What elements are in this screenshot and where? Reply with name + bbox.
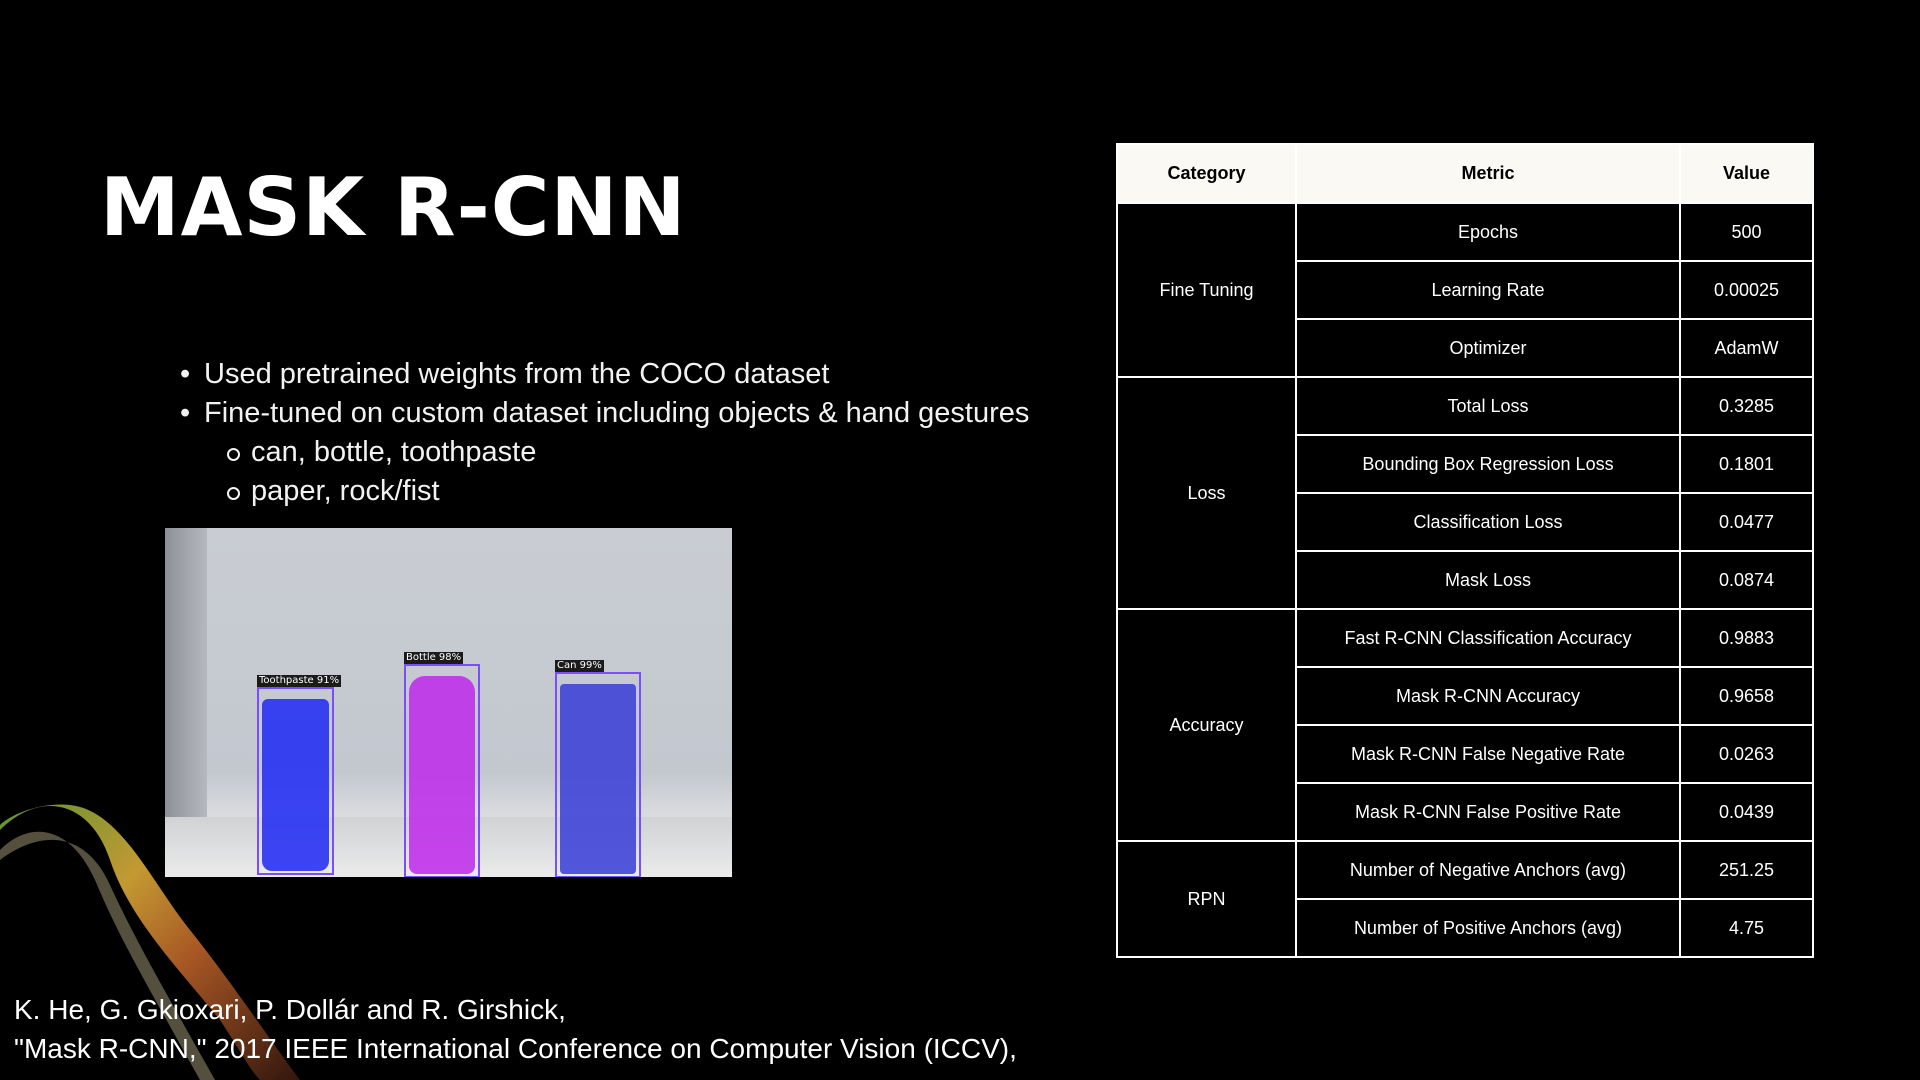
detection-result-image: Toothpaste 91% Bottle 98% Can 99%: [165, 528, 732, 877]
detection-label: Can 99%: [555, 660, 604, 672]
metric-cell: Total Loss: [1295, 376, 1681, 436]
citation-line-1: K. He, G. Gkioxari, P. Dollár and R. Gir…: [14, 994, 566, 1025]
citation: K. He, G. Gkioxari, P. Dollár and R. Gir…: [14, 990, 1017, 1068]
metric-cell: Learning Rate: [1295, 260, 1681, 320]
metric-cell: Fast R-CNN Classification Accuracy: [1295, 608, 1681, 668]
metric-cell: Number of Positive Anchors (avg): [1295, 898, 1681, 958]
metrics-table: Category Metric Value Fine Tuning Epochs…: [1116, 143, 1814, 958]
toothpaste-detection-box: Toothpaste 91%: [257, 675, 342, 875]
value-cell: 500: [1679, 202, 1814, 262]
value-cell: 0.0874: [1679, 550, 1814, 610]
toothpaste-mask: [262, 699, 329, 871]
table-row: Classification Loss 0.0477: [1117, 492, 1814, 552]
value-cell: 0.0439: [1679, 782, 1814, 842]
header-value: Value: [1679, 143, 1814, 204]
value-cell: 0.3285: [1679, 376, 1814, 436]
value-cell: 0.0477: [1679, 492, 1814, 552]
can-detection-box: Can 99%: [555, 660, 641, 877]
header-category: Category: [1116, 143, 1297, 204]
sub-bullet-item: paper, rock/fist: [227, 472, 1040, 511]
table-row: RPN Number of Negative Anchors (avg) 251…: [1116, 840, 1814, 958]
table-row: Optimizer AdamW: [1117, 318, 1814, 378]
metric-cell: Classification Loss: [1295, 492, 1681, 552]
metric-cell: Mask R-CNN False Negative Rate: [1295, 724, 1681, 784]
table-row: Mask R-CNN False Negative Rate 0.0263: [1117, 724, 1814, 784]
value-cell: 0.9883: [1679, 608, 1814, 668]
metric-cell: Epochs: [1295, 202, 1681, 262]
metric-cell: Optimizer: [1295, 318, 1681, 378]
table-row: Learning Rate 0.00025: [1117, 260, 1814, 320]
table-row: Loss Total Loss 0.3285: [1116, 376, 1814, 610]
sub-bullet-item: can, bottle, toothpaste: [227, 433, 1040, 472]
value-cell: 0.1801: [1679, 434, 1814, 494]
detection-label: Toothpaste 91%: [257, 675, 342, 687]
category-cell: Loss: [1116, 376, 1297, 610]
category-cell: Fine Tuning: [1116, 202, 1297, 378]
bottle-detection-box: Bottle 98%: [404, 652, 480, 877]
table-row: Mask R-CNN False Positive Rate 0.0439: [1117, 782, 1814, 842]
category-cell: Accuracy: [1116, 608, 1297, 842]
metric-cell: Mask R-CNN Accuracy: [1295, 666, 1681, 726]
value-cell: 251.25: [1679, 840, 1814, 900]
citation-line-2: "Mask R-CNN," 2017 IEEE International Co…: [14, 1033, 1017, 1064]
table-row: Fine Tuning Epochs 500: [1116, 202, 1814, 378]
bullet-item: Used pretrained weights from the COCO da…: [180, 355, 1040, 394]
table-row: Number of Positive Anchors (avg) 4.75: [1117, 898, 1814, 958]
can-mask: [560, 684, 636, 874]
slide-title: MASK R-CNN: [100, 161, 687, 254]
table-row: Mask R-CNN Accuracy 0.9658: [1117, 666, 1814, 726]
category-cell: RPN: [1116, 840, 1297, 958]
table-row: Accuracy Fast R-CNN Classification Accur…: [1116, 608, 1814, 842]
value-cell: 4.75: [1679, 898, 1814, 958]
bullet-list: Used pretrained weights from the COCO da…: [180, 355, 1040, 511]
detection-label: Bottle 98%: [404, 652, 464, 664]
value-cell: 0.00025: [1679, 260, 1814, 320]
table-header-row: Category Metric Value: [1116, 143, 1814, 204]
metric-cell: Mask R-CNN False Positive Rate: [1295, 782, 1681, 842]
header-metric: Metric: [1295, 143, 1681, 204]
decorative-swirl: [0, 804, 300, 1080]
bullet-item: Fine-tuned on custom dataset including o…: [180, 394, 1040, 433]
bottle-mask: [409, 676, 475, 874]
table-row: Mask Loss 0.0874: [1117, 550, 1814, 610]
metric-cell: Bounding Box Regression Loss: [1295, 434, 1681, 494]
metric-cell: Number of Negative Anchors (avg): [1295, 840, 1681, 900]
photo-background-shadow: [165, 528, 207, 828]
value-cell: AdamW: [1679, 318, 1814, 378]
metric-cell: Mask Loss: [1295, 550, 1681, 610]
value-cell: 0.9658: [1679, 666, 1814, 726]
value-cell: 0.0263: [1679, 724, 1814, 784]
table-row: Bounding Box Regression Loss 0.1801: [1117, 434, 1814, 494]
